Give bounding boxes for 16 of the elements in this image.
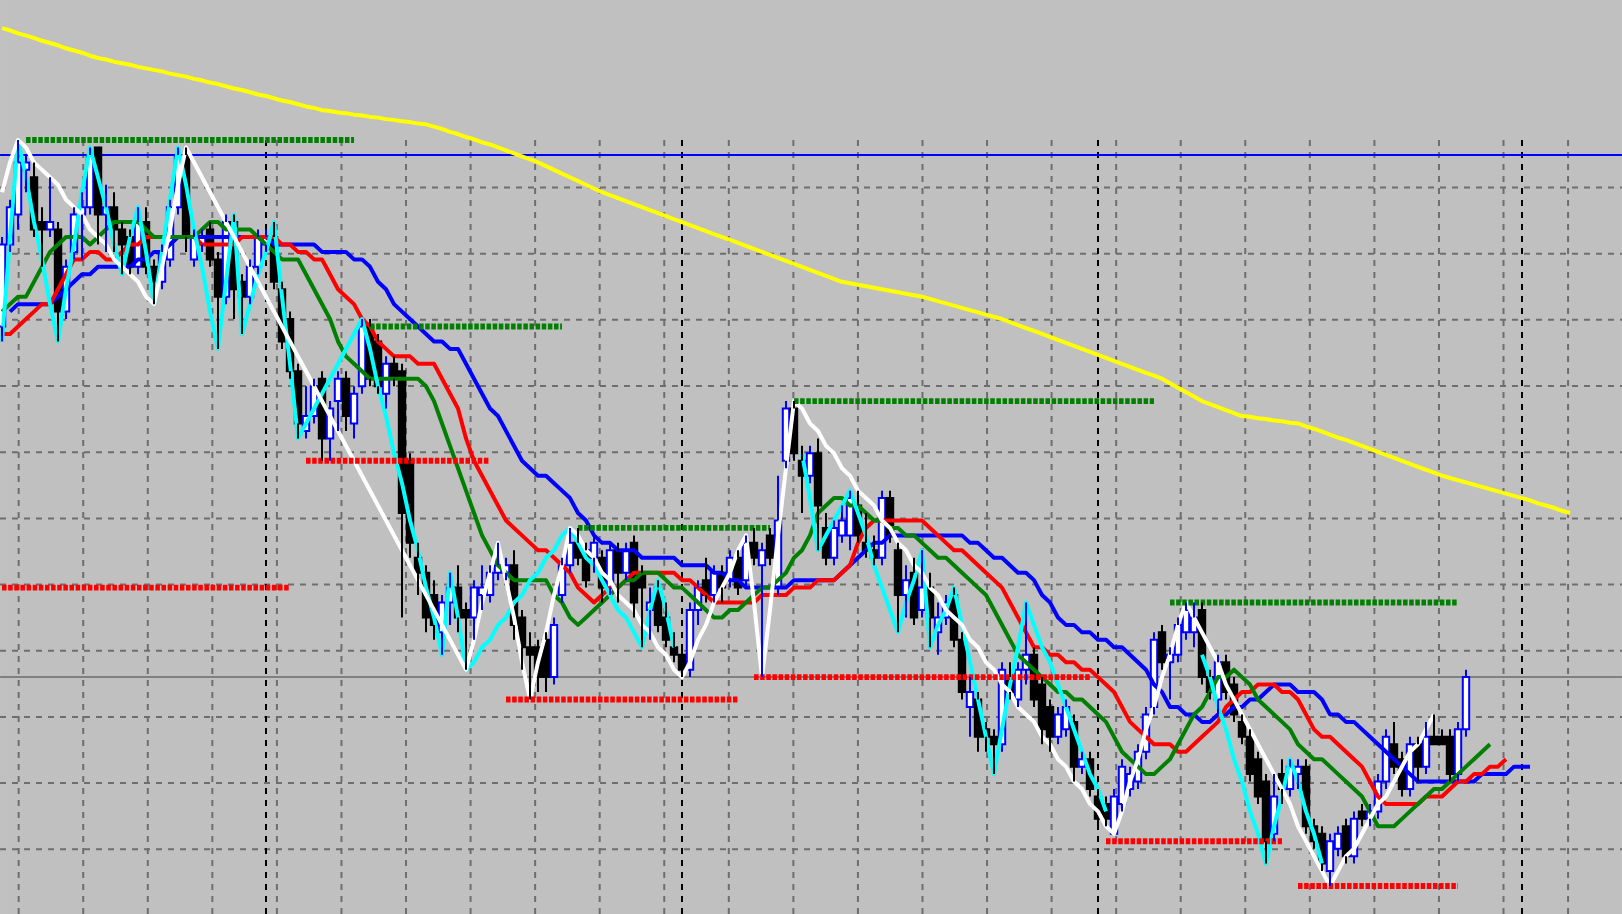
candlestick (549, 616, 559, 686)
candlestick (765, 526, 775, 567)
candlestick (805, 444, 815, 485)
candlestick (749, 526, 759, 567)
candlestick (813, 437, 823, 552)
candlestick (893, 541, 903, 634)
candlestick (1445, 728, 1455, 783)
candlestick (1357, 802, 1367, 828)
candlestick (965, 676, 975, 738)
candlestick (1157, 623, 1167, 671)
candlestick (757, 541, 767, 679)
candlestick (1421, 720, 1431, 776)
candlestick (1429, 713, 1439, 746)
candlestick (341, 370, 351, 432)
candlestick (45, 176, 55, 238)
candlestick (1053, 705, 1063, 746)
